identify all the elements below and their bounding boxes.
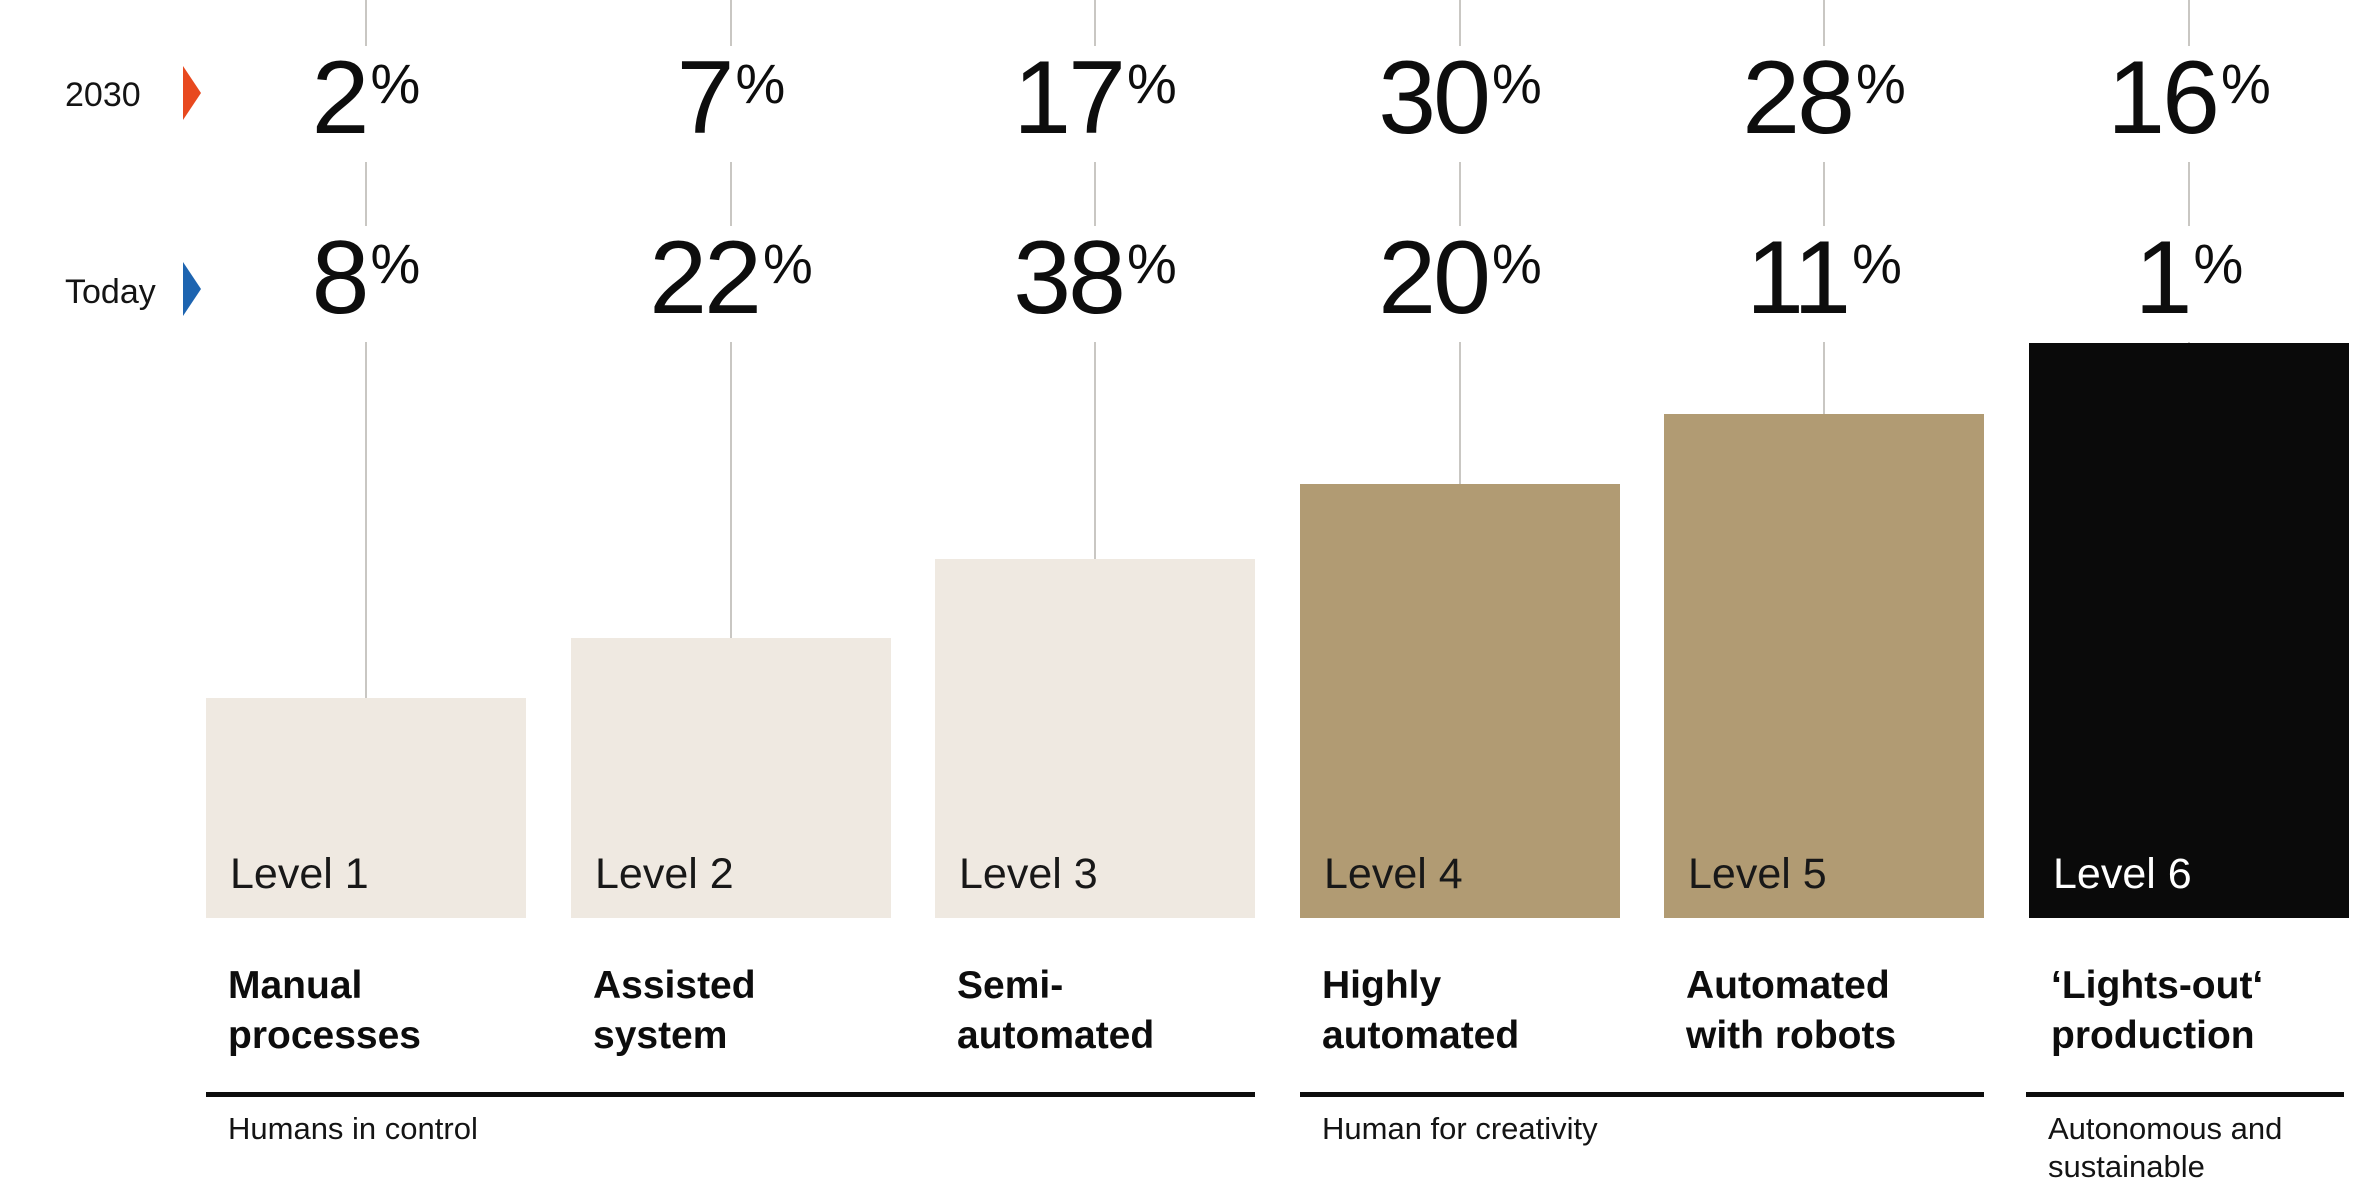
value-today-number: 8 xyxy=(311,220,370,336)
column-gridline xyxy=(2188,0,2190,343)
group-caption: Human for creativity xyxy=(1322,1110,1598,1148)
percent-sign: % xyxy=(1855,52,1906,115)
legend-arrow-2030-icon xyxy=(183,66,201,120)
category-caption-line2: automated xyxy=(957,1014,1155,1057)
category-caption: ‘Lights-out‘ production xyxy=(2051,961,2263,1061)
value-today: 11% xyxy=(1736,226,1912,342)
percent-sign: % xyxy=(1491,232,1542,295)
legend-label-today: Today xyxy=(65,273,156,311)
category-caption-line2: production xyxy=(2051,1014,2255,1057)
group-caption-line1: Autonomous and xyxy=(2048,1111,2283,1146)
category-caption-line2: processes xyxy=(228,1014,421,1057)
bar-level-1: Level 1 xyxy=(206,698,526,918)
value-today: 38% xyxy=(1003,220,1187,342)
percent-sign: % xyxy=(2220,52,2271,115)
bar-level-label: Level 2 xyxy=(595,850,734,898)
percent-sign: % xyxy=(1491,52,1542,115)
legend-label-2030: 2030 xyxy=(65,76,141,114)
value-today-number: 1 xyxy=(2134,220,2193,336)
percent-sign: % xyxy=(2193,232,2244,295)
value-today: 20% xyxy=(1368,220,1552,342)
value-today-number: 11 xyxy=(1746,220,1851,336)
value-2030-number: 28 xyxy=(1742,40,1855,156)
value-2030-number: 30 xyxy=(1378,40,1491,156)
bar-level-label: Level 5 xyxy=(1688,850,1827,898)
bar-level-6: Level 6 xyxy=(2029,343,2349,918)
bar-level-label: Level 3 xyxy=(959,850,1098,898)
bar-level-label: Level 6 xyxy=(2053,850,2192,898)
category-caption-line2: automated xyxy=(1322,1014,1520,1057)
group-caption: Autonomous and sustainable xyxy=(2048,1110,2282,1186)
column-gridline xyxy=(1823,0,1825,414)
percent-sign: % xyxy=(370,232,421,295)
category-caption-line2: with robots xyxy=(1686,1014,1897,1057)
column-gridline xyxy=(365,0,367,698)
value-today-number: 22 xyxy=(649,220,762,336)
category-caption: Manual processes xyxy=(228,961,421,1061)
value-today: 8% xyxy=(301,220,431,342)
category-caption-line1: Automated xyxy=(1686,964,1890,1007)
percent-sign: % xyxy=(1126,52,1177,115)
bar-level-2: Level 2 xyxy=(571,638,891,918)
category-caption-line1: Highly xyxy=(1322,964,1442,1007)
value-today: 22% xyxy=(639,220,823,342)
group-caption-line1: Human for creativity xyxy=(1322,1111,1598,1146)
value-2030-number: 2 xyxy=(311,40,370,156)
value-2030-number: 17 xyxy=(1013,40,1126,156)
value-2030: 30% xyxy=(1368,40,1552,162)
category-caption-line1: Semi- xyxy=(957,964,1064,1007)
bar-level-label: Level 4 xyxy=(1324,850,1463,898)
value-2030: 2% xyxy=(301,40,431,162)
group-caption-line2: sustainable xyxy=(2048,1149,2205,1184)
percent-sign: % xyxy=(370,52,421,115)
bar-level-5: Level 5 xyxy=(1664,414,1984,918)
bar-level-label: Level 1 xyxy=(230,850,369,898)
group-caption: Humans in control xyxy=(228,1110,478,1148)
percent-sign: % xyxy=(1126,232,1177,295)
category-caption-line2: system xyxy=(593,1014,728,1057)
value-today-number: 20 xyxy=(1378,220,1491,336)
value-today-number: 38 xyxy=(1013,220,1126,336)
legend-arrow-today-icon xyxy=(183,262,201,316)
category-caption: Automated with robots xyxy=(1686,961,1896,1061)
bar-level-4: Level 4 xyxy=(1300,484,1620,918)
group-rule xyxy=(1300,1092,1984,1097)
group-caption-line1: Humans in control xyxy=(228,1111,478,1146)
category-caption-line1: ‘Lights-out‘ xyxy=(2051,964,2264,1007)
value-2030-number: 16 xyxy=(2107,40,2220,156)
value-2030-number: 7 xyxy=(676,40,735,156)
value-2030: 17% xyxy=(1003,40,1187,162)
category-caption: Semi-automated xyxy=(957,961,1154,1061)
percent-sign: % xyxy=(1852,232,1902,295)
category-caption-line1: Assisted xyxy=(593,964,756,1007)
group-rule xyxy=(206,1092,1255,1097)
category-caption-line1: Manual xyxy=(228,964,363,1007)
value-2030: 16% xyxy=(2097,40,2281,162)
value-2030: 28% xyxy=(1732,40,1916,162)
value-today: 1% xyxy=(2124,220,2254,342)
percent-sign: % xyxy=(762,232,813,295)
group-rule xyxy=(2026,1092,2344,1097)
value-2030: 7% xyxy=(666,40,796,162)
bar-level-3: Level 3 xyxy=(935,559,1255,918)
category-caption: Assisted system xyxy=(593,961,756,1061)
percent-sign: % xyxy=(735,52,786,115)
category-caption: Highly automated xyxy=(1322,961,1519,1061)
